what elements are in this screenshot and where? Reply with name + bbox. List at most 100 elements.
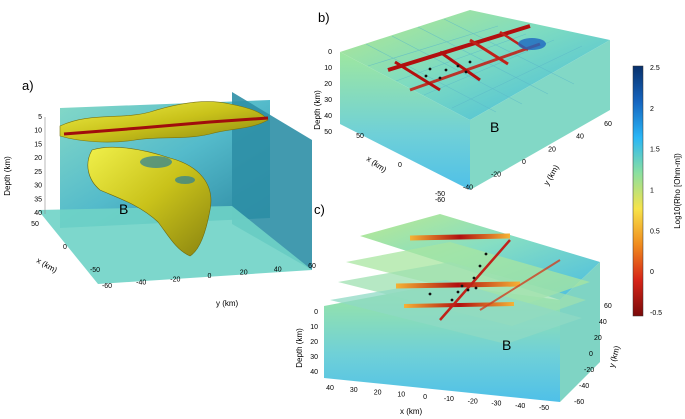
panel-a-y-tick: 20 (240, 270, 248, 277)
panel-c-body-label: B (502, 337, 511, 353)
colorbar-tick: 1 (650, 188, 654, 195)
panel-a-y-tick: -60 (102, 283, 112, 290)
panel-b-z-tick: 30 (324, 97, 332, 104)
panel-c-x-tick: -40 (515, 403, 525, 410)
panel-a-hole (140, 156, 172, 168)
panel-c-y-tick: -20 (584, 367, 594, 374)
panel-b-y-title: y (km) (542, 163, 561, 187)
colorbar-title: Log10(Rho [Ohm-m]) (673, 153, 682, 229)
panel-c-x-axis: 40 30 20 10 0 -10 -20 -30 -40 -50 x (km) (326, 385, 549, 416)
panel-c-x-tick: 30 (350, 387, 358, 394)
panel-a-hole (175, 176, 195, 184)
panel-a-x-title: x (km) (35, 256, 59, 275)
panel-b-y-tick: 0 (522, 159, 526, 166)
panel-a-x-tick: -50 (90, 267, 100, 274)
panel-c-conductor-bands (395, 233, 561, 321)
panel-a-y-tick: 0 (208, 273, 212, 280)
panel-a-y-tick: 40 (274, 266, 282, 273)
panel-b-x-tick: -50 (435, 191, 445, 198)
panel-c-x-title: x (km) (400, 407, 423, 416)
panel-a-z-axis: 5 10 15 20 25 30 35 40 Depth (km) (3, 114, 46, 217)
panel-b-z-title: Depth (km) (313, 90, 322, 130)
panel-b-left-face (340, 52, 470, 190)
panel-c-label: c) (314, 202, 325, 217)
colorbar: 2.5 2 1.5 1 0.5 0 -0.5 Log10(Rho [Ohm-m]) (632, 65, 682, 317)
panel-c-stations (428, 252, 488, 302)
panel-a-isosurface-sheet (59, 101, 269, 143)
panel-c-x-tick: -20 (468, 398, 478, 405)
panel-c-y-tick: 0 (589, 351, 593, 358)
colorbar-tick: 0.5 (650, 228, 660, 235)
panel-a-y-tick: -40 (136, 280, 146, 287)
panel-b-z-tick: 0 (328, 49, 332, 56)
panel-c-z-tick: 30 (310, 354, 318, 361)
panel-a-z-tick: 30 (34, 183, 42, 190)
colorbar-tick: 1.5 (650, 147, 660, 154)
panel-a-z-tick: 10 (34, 128, 42, 135)
panel-c-x-tick: -50 (539, 405, 549, 412)
panel-a-z-tick: 20 (34, 155, 42, 162)
panel-c-x-tick: 10 (397, 392, 405, 399)
panel-a-conductor-line (63, 116, 269, 136)
panel-b-stations (424, 60, 472, 80)
panel-c-y-tick: 60 (604, 303, 612, 310)
panel-b-body-label: B (490, 119, 499, 135)
panel-a-z-tick: 35 (34, 196, 42, 203)
panel-b-y-tick: -20 (491, 172, 501, 179)
panel-b-z-tick: 20 (324, 81, 332, 88)
panel-c-y-tick: 40 (599, 319, 607, 326)
panel-a-body-label: B (119, 201, 128, 217)
panel-c-x-tick: -10 (444, 396, 454, 403)
panel-c-z-tick: 0 (314, 309, 318, 316)
panel-c-z-tick: 40 (310, 369, 318, 376)
panel-c-y-tick: 20 (594, 335, 602, 342)
panel-b-x-title: x (km) (365, 154, 389, 174)
panel-b-x-tick: 50 (356, 133, 364, 140)
colorbar-ramp (632, 65, 644, 317)
panel-a-isosurface-body (87, 146, 212, 257)
panel-c-x-tick: 0 (423, 394, 427, 401)
panel-b-right-face (470, 40, 610, 190)
panel-c-z-axis: 0 10 20 30 40 Depth (km) (295, 309, 318, 376)
panel-c: c) B 0 10 20 30 40 Depth (km) (295, 202, 622, 416)
panel-c-x-tick: 40 (326, 385, 334, 392)
panel-a-x-tick: 0 (63, 244, 67, 251)
panel-b-label: b) (318, 10, 330, 25)
panel-a-z-tick: 40 (34, 210, 42, 217)
colorbar-tick: 2 (650, 106, 654, 113)
panel-a-z-tick: 5 (38, 114, 42, 121)
panel-a-z-tick: 15 (34, 141, 42, 148)
panel-a: a) B 5 10 15 20 25 30 35 40 Depth (km) 50 0 -50 x… (3, 78, 316, 308)
panel-b: b) B 0 10 20 30 40 50 (313, 10, 612, 204)
panel-b-x-tick: 0 (398, 162, 402, 169)
panel-c-z-tick: 10 (310, 324, 318, 331)
panel-b-z-axis: 0 10 20 30 40 50 Depth (km) (313, 49, 332, 136)
panel-a-y-tick: 60 (308, 263, 316, 270)
panel-a-z-tick: 25 (34, 169, 42, 176)
panel-b-z-tick: 50 (324, 129, 332, 136)
panel-a-x-tick: 50 (31, 221, 39, 228)
panel-b-y-tick: 60 (604, 121, 612, 128)
panel-c-y-tick: -60 (574, 399, 584, 406)
panel-b-grid (365, 18, 583, 113)
panel-a-z-title: Depth (km) (3, 156, 12, 196)
panel-b-y-tick: -40 (463, 184, 473, 191)
panel-a-y-tick: -20 (170, 276, 180, 283)
panel-c-x-tick: 20 (374, 389, 382, 396)
panel-b-y-tick: -60 (435, 197, 445, 204)
colorbar-tick: 2.5 (650, 65, 660, 72)
panel-c-y-tick: -40 (579, 383, 589, 390)
panel-a-y-title: y (km) (216, 299, 239, 308)
panel-b-y-tick: 20 (548, 146, 556, 153)
panel-b-conductor-bands (387, 24, 546, 92)
panel-c-x-tick: -30 (491, 401, 501, 408)
colorbar-tick: 0 (650, 269, 654, 276)
panel-c-z-title: Depth (km) (295, 328, 304, 368)
colorbar-tick: -0.5 (650, 310, 662, 317)
panel-b-z-tick: 10 (324, 65, 332, 72)
panel-c-y-title: y (km) (607, 344, 622, 368)
panel-a-label: a) (22, 78, 34, 93)
panel-b-z-tick: 40 (324, 113, 332, 120)
panel-b-y-tick: 40 (576, 134, 584, 141)
